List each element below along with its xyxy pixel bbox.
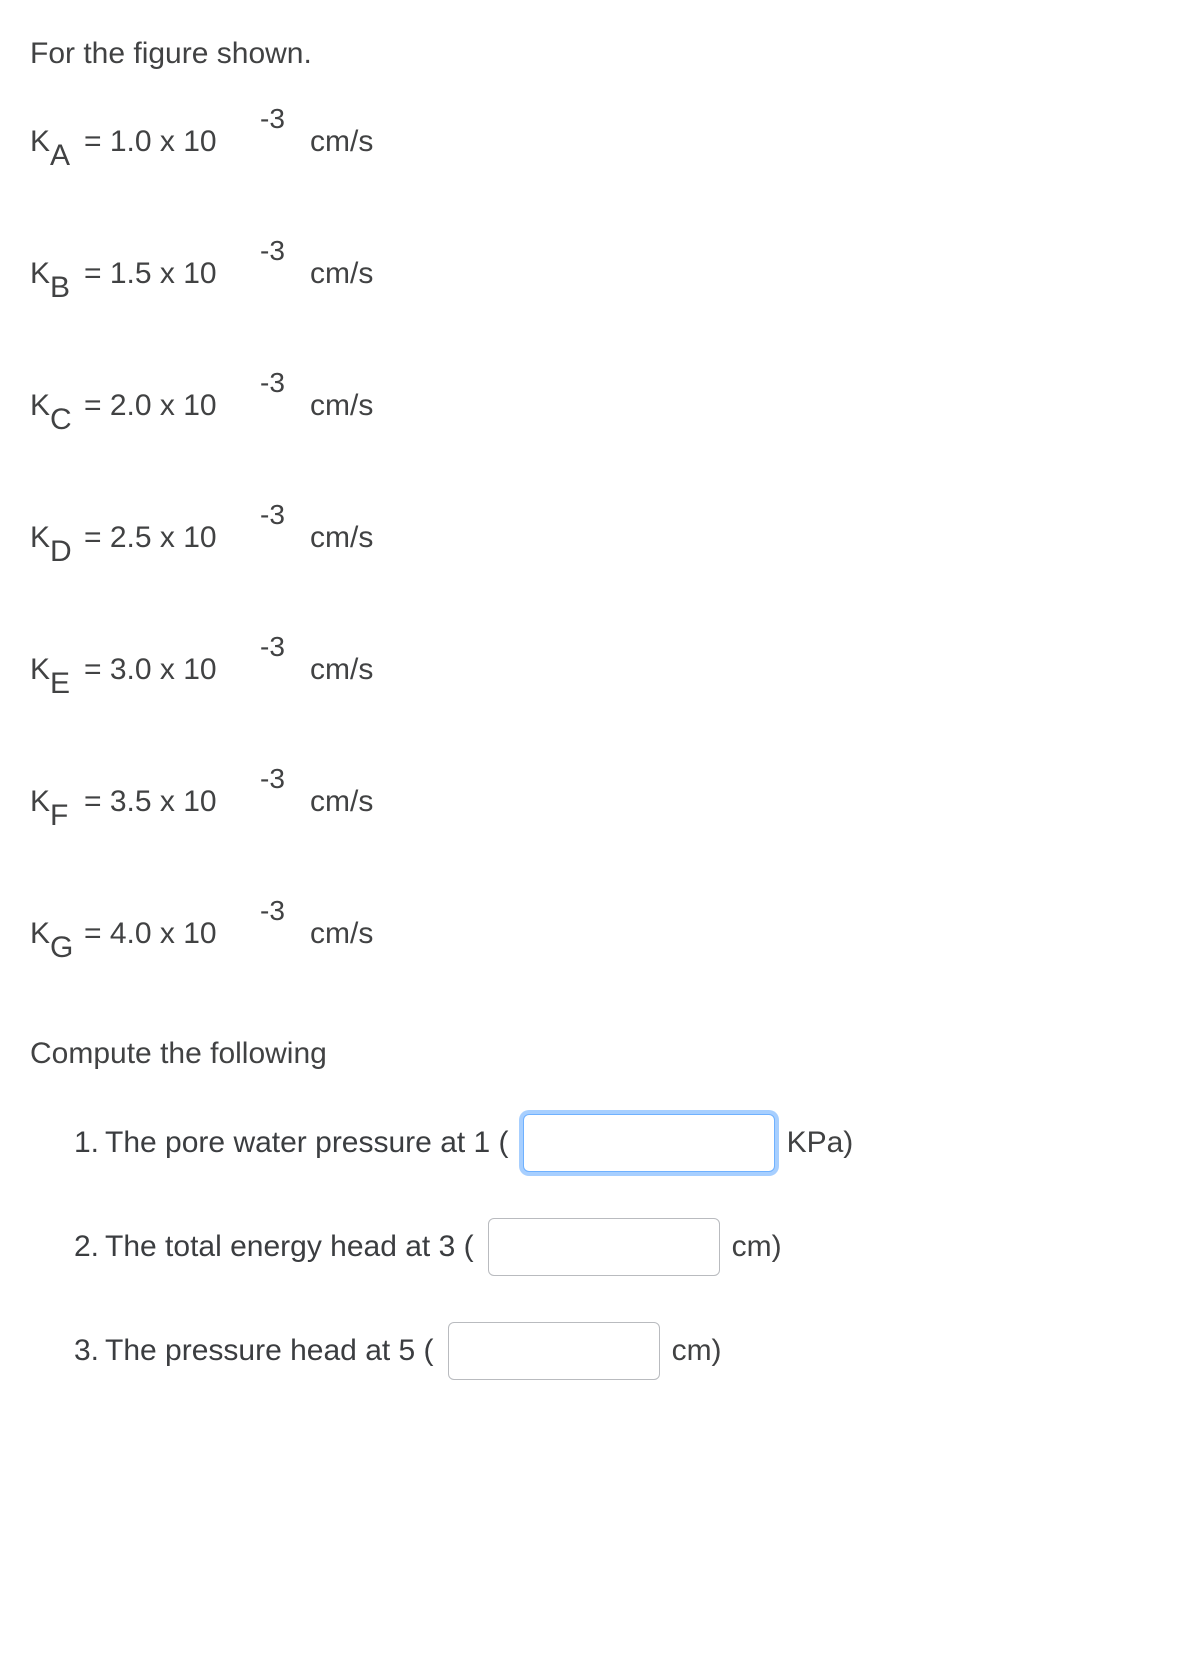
coefficient-unit: cm/s <box>310 784 373 820</box>
coefficient-symbol: K <box>30 520 50 556</box>
coefficients-list: KA= 1.0 x 10-3cm/sKB= 1.5 x 10-3cm/sKC= … <box>30 112 1170 964</box>
coefficient-symbol: K <box>30 124 50 160</box>
coefficient-exponent: -3 <box>260 498 285 532</box>
compute-label: Compute the following <box>30 1036 1170 1072</box>
coefficient-line: KC= 2.0 x 10-3cm/s <box>30 376 1170 436</box>
coefficient-line: KD= 2.5 x 10-3cm/s <box>30 508 1170 568</box>
coefficient-unit: cm/s <box>310 652 373 688</box>
intro-text: For the figure shown. <box>30 36 1170 72</box>
question-number: 3. <box>74 1333 99 1369</box>
answer-input[interactable] <box>523 1114 775 1172</box>
question-row: 3.The pressure head at 5 ( cm) <box>74 1322 1170 1380</box>
coefficient-symbol: K <box>30 652 50 688</box>
question-number: 2. <box>74 1229 99 1265</box>
question-text: 2.The total energy head at 3 ( <box>74 1229 474 1265</box>
coefficient-subscript: G <box>50 930 73 966</box>
question-text: 1.The pore water pressure at 1 ( <box>74 1125 509 1161</box>
question-prompt: The total energy head at 3 ( <box>105 1230 474 1263</box>
coefficient-subscript: C <box>50 402 72 438</box>
coefficient-unit: cm/s <box>310 388 373 424</box>
question-prompt: The pressure head at 5 ( <box>105 1334 434 1367</box>
coefficient-subscript: F <box>50 798 68 834</box>
question-text: 3.The pressure head at 5 ( <box>74 1333 434 1369</box>
question-prompt: The pore water pressure at 1 ( <box>105 1126 509 1159</box>
answer-input[interactable] <box>488 1218 720 1276</box>
question-unit: KPa) <box>787 1125 854 1161</box>
coefficient-symbol: K <box>30 916 50 952</box>
coefficient-line: KA= 1.0 x 10-3cm/s <box>30 112 1170 172</box>
coefficient-exponent: -3 <box>260 366 285 400</box>
coefficient-value: = 4.0 x 10 <box>84 916 217 952</box>
question-unit: cm) <box>732 1229 782 1265</box>
coefficient-value: = 1.5 x 10 <box>84 256 217 292</box>
coefficient-symbol: K <box>30 784 50 820</box>
coefficient-exponent: -3 <box>260 630 285 664</box>
coefficient-exponent: -3 <box>260 234 285 268</box>
coefficient-value: = 2.5 x 10 <box>84 520 217 556</box>
coefficient-line: KF= 3.5 x 10-3cm/s <box>30 772 1170 832</box>
coefficient-value: = 1.0 x 10 <box>84 124 217 160</box>
coefficient-unit: cm/s <box>310 520 373 556</box>
coefficient-symbol: K <box>30 388 50 424</box>
coefficient-line: KB= 1.5 x 10-3cm/s <box>30 244 1170 304</box>
coefficient-value: = 2.0 x 10 <box>84 388 217 424</box>
coefficient-line: KE= 3.0 x 10-3cm/s <box>30 640 1170 700</box>
question-row: 2.The total energy head at 3 ( cm) <box>74 1218 1170 1276</box>
coefficient-subscript: D <box>50 534 72 570</box>
coefficient-subscript: B <box>50 270 70 306</box>
question-unit: cm) <box>672 1333 722 1369</box>
coefficient-exponent: -3 <box>260 762 285 796</box>
coefficient-symbol: K <box>30 256 50 292</box>
coefficient-value: = 3.0 x 10 <box>84 652 217 688</box>
coefficient-exponent: -3 <box>260 102 285 136</box>
coefficient-line: KG= 4.0 x 10-3cm/s <box>30 904 1170 964</box>
coefficient-subscript: E <box>50 666 70 702</box>
coefficient-unit: cm/s <box>310 124 373 160</box>
coefficient-unit: cm/s <box>310 916 373 952</box>
coefficient-value: = 3.5 x 10 <box>84 784 217 820</box>
answer-input[interactable] <box>448 1322 660 1380</box>
coefficient-unit: cm/s <box>310 256 373 292</box>
coefficient-exponent: -3 <box>260 894 285 928</box>
questions-list: 1.The pore water pressure at 1 (KPa)2.Th… <box>30 1114 1170 1380</box>
question-number: 1. <box>74 1125 99 1161</box>
question-row: 1.The pore water pressure at 1 ( KPa) <box>74 1114 1170 1172</box>
coefficient-subscript: A <box>50 138 70 174</box>
